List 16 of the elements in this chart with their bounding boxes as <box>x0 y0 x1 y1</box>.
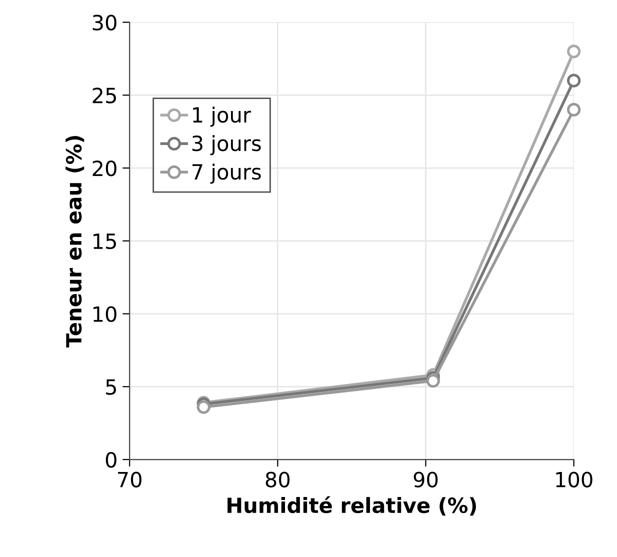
x-tick-label: 80 <box>266 472 290 488</box>
legend-label: 7 jours <box>192 164 261 184</box>
y-axis-title: Teneur en eau (%) <box>66 136 84 348</box>
x-tick-label: 70 <box>118 472 142 488</box>
x-tick-label: 90 <box>414 472 438 488</box>
y-tick-label: 30 <box>92 14 116 30</box>
y-tick-label: 20 <box>92 160 116 176</box>
y-tick-label: 0 <box>106 452 116 468</box>
legend-label: 3 jours <box>192 135 261 156</box>
y-tick-label: 5 <box>106 379 116 395</box>
x-tick-label: 100 <box>556 472 592 488</box>
legend-label: 1 jour <box>193 106 251 127</box>
y-tick-label: 15 <box>94 234 116 250</box>
x-axis-title: Humidité relative (%) <box>228 496 476 516</box>
y-tick-label: 10 <box>94 306 116 322</box>
y-tick-label: 25 <box>92 88 116 104</box>
